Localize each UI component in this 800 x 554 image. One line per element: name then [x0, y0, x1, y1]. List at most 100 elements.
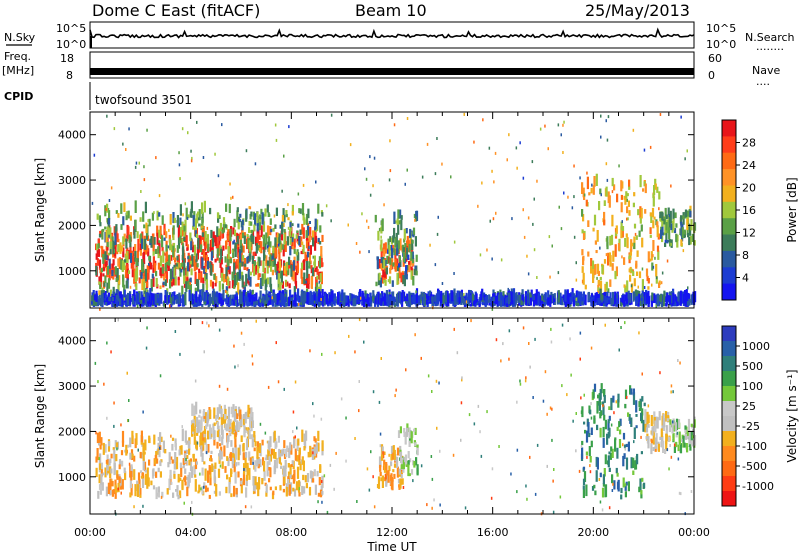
- echo-cell: [130, 470, 133, 481]
- echo-cell: [192, 225, 195, 230]
- echo-cell: [628, 179, 631, 188]
- echo-cell: [234, 429, 237, 437]
- echo-cell: [220, 267, 223, 278]
- colorbar-segment: [722, 491, 736, 507]
- echo-cell: [366, 219, 368, 223]
- echo-cell: [596, 263, 600, 274]
- echo-cell: [140, 272, 143, 280]
- colorbar-tick-label: 8: [742, 249, 749, 262]
- echo-cell: [141, 472, 144, 479]
- echo-cell: [609, 292, 612, 304]
- echo-cell: [349, 143, 352, 147]
- echo-cell: [680, 492, 682, 496]
- echo-cell: [291, 297, 294, 307]
- echo-cell: [488, 302, 491, 306]
- echo-cell: [613, 480, 616, 490]
- echo-cell: [498, 294, 501, 301]
- echo-cell: [308, 221, 311, 224]
- echo-cell: [284, 241, 287, 252]
- echo-cell: [650, 296, 653, 307]
- echo-cell: [683, 229, 686, 236]
- colorbar-segment: [722, 416, 736, 432]
- echo-cell: [616, 426, 619, 431]
- echo-cell: [409, 235, 412, 238]
- echo-cell: [287, 203, 289, 207]
- echo-cell: [191, 403, 194, 416]
- echo-cell: [96, 432, 99, 444]
- echo-cell: [143, 293, 145, 297]
- velocity-colorbar-label: Velocity [m s⁻¹]: [785, 369, 799, 462]
- echo-cell: [305, 254, 308, 263]
- echo-cell: [625, 457, 629, 470]
- echo-cell: [255, 292, 258, 301]
- echo-cell: [222, 217, 226, 230]
- echo-cell: [288, 262, 291, 269]
- echo-cell: [276, 241, 279, 248]
- echo-cell: [317, 272, 320, 280]
- echo-cell: [112, 300, 115, 307]
- colorbar-tick-label: 28: [742, 137, 756, 150]
- echo-cell: [669, 444, 671, 447]
- echo-cell: [166, 288, 169, 294]
- echo-cell: [265, 491, 268, 497]
- echo-cell: [688, 236, 691, 246]
- echo-cell: [247, 269, 250, 281]
- echo-cell: [113, 463, 116, 475]
- echo-cell: [566, 393, 568, 397]
- echo-cell: [595, 173, 598, 186]
- echo-cell: [243, 342, 245, 346]
- echo-cell: [231, 301, 234, 306]
- echo-cell: [412, 227, 416, 236]
- echo-cell: [160, 436, 163, 442]
- echo-cell: [102, 266, 105, 272]
- echo-cell: [210, 251, 213, 261]
- echo-cell: [595, 456, 598, 467]
- echo-cell: [529, 455, 531, 459]
- echo-cell: [106, 454, 109, 464]
- echo-cell: [225, 267, 228, 280]
- echo-cell: [659, 113, 662, 116]
- power-xticks: [89, 112, 695, 308]
- echo-cell: [220, 297, 223, 307]
- echo-cell: [179, 477, 182, 481]
- echo-cell: [245, 427, 248, 432]
- echo-cell: [289, 229, 292, 237]
- echo-cell: [624, 483, 627, 487]
- colorbar-tick-label: 20: [742, 182, 756, 195]
- echo-cell: [135, 161, 138, 165]
- echo-cell: [655, 264, 658, 277]
- echo-cell: [394, 236, 397, 248]
- echo-cell: [686, 149, 688, 153]
- echo-cell: [238, 261, 241, 274]
- echo-cell: [250, 426, 253, 432]
- echo-cell: [390, 461, 393, 467]
- echo-cell: [99, 271, 103, 285]
- echo-cell: [198, 223, 201, 227]
- echo-cell: [201, 289, 204, 301]
- echo-cell: [202, 249, 206, 261]
- echo-cell: [450, 175, 452, 179]
- echo-cell: [213, 274, 216, 280]
- echo-cell: [325, 294, 328, 304]
- echo-cell: [256, 457, 259, 467]
- echo-cell: [308, 236, 311, 243]
- echo-cell: [330, 291, 334, 302]
- echo-cell: [202, 430, 205, 434]
- echo-cell: [621, 255, 623, 259]
- echo-cell: [135, 266, 139, 280]
- echo-cell: [251, 458, 254, 465]
- echo-cell: [680, 239, 683, 246]
- echo-cell: [358, 318, 361, 322]
- echo-cell: [198, 484, 201, 493]
- echo-cell: [693, 435, 697, 446]
- echo-cell: [235, 487, 238, 495]
- echo-cell: [216, 226, 219, 237]
- echo-cell: [151, 273, 154, 279]
- echo-cell: [195, 441, 198, 450]
- echo-cell: [463, 293, 465, 296]
- echo-cell: [407, 464, 410, 477]
- echo-cell: [102, 273, 105, 277]
- echo-cell: [128, 462, 131, 466]
- echo-cell: [639, 206, 642, 219]
- echo-cell: [549, 295, 552, 304]
